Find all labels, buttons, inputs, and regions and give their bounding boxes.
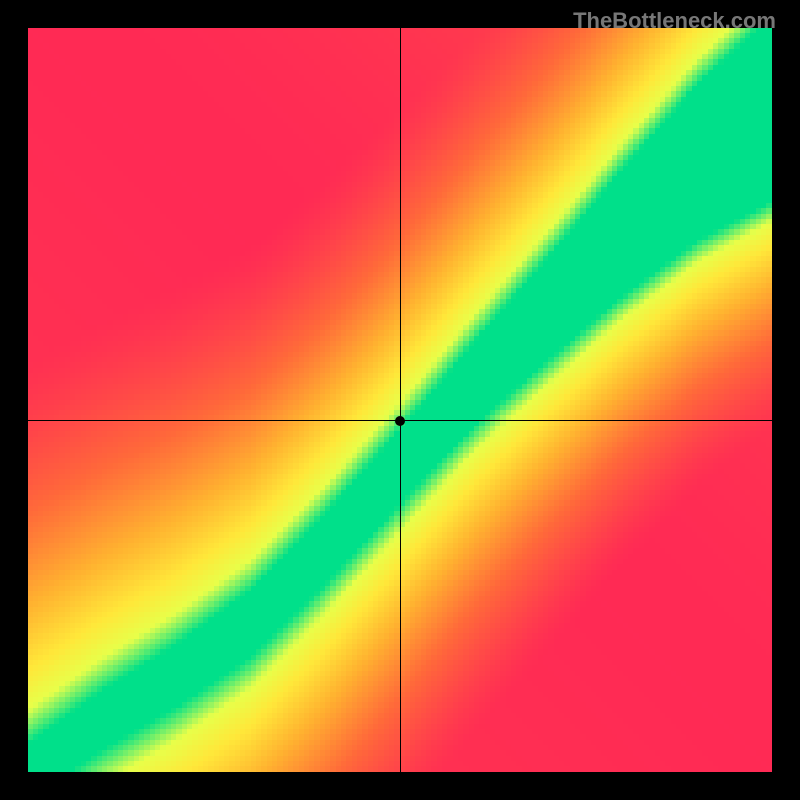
heatmap-plot [28,28,772,772]
crosshair-marker [395,416,405,426]
watermark-text: TheBottleneck.com [573,8,776,34]
crosshair-vertical [400,28,401,772]
